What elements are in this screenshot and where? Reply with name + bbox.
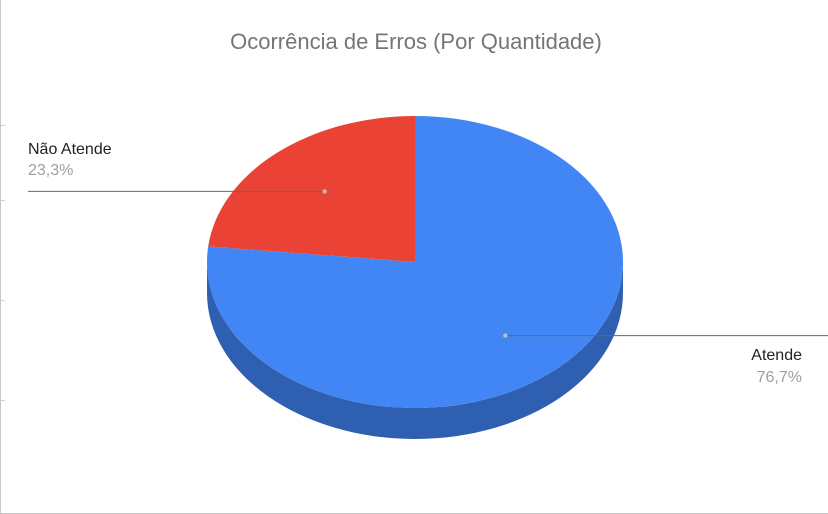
- chart-title: Ocorrência de Erros (Por Quantidade): [230, 29, 602, 54]
- pie-slice-nao-atende[interactable]: [208, 116, 415, 262]
- label-atende-percent: 76,7%: [757, 369, 802, 386]
- leader-dot-nao-atende: [322, 189, 327, 194]
- label-nao-atende-percent: 23,3%: [28, 162, 73, 179]
- pie-slice-atende[interactable]: [207, 116, 624, 409]
- pie-side-atende: [207, 262, 623, 439]
- frame-tick: [1, 300, 5, 301]
- label-atende-name: Atende: [751, 347, 802, 364]
- frame-tick: [1, 400, 5, 401]
- frame-tick: [1, 125, 5, 126]
- frame-tick: [1, 200, 5, 201]
- leader-dot-atende: [503, 333, 508, 338]
- label-nao-atende-name: Não Atende: [28, 141, 112, 158]
